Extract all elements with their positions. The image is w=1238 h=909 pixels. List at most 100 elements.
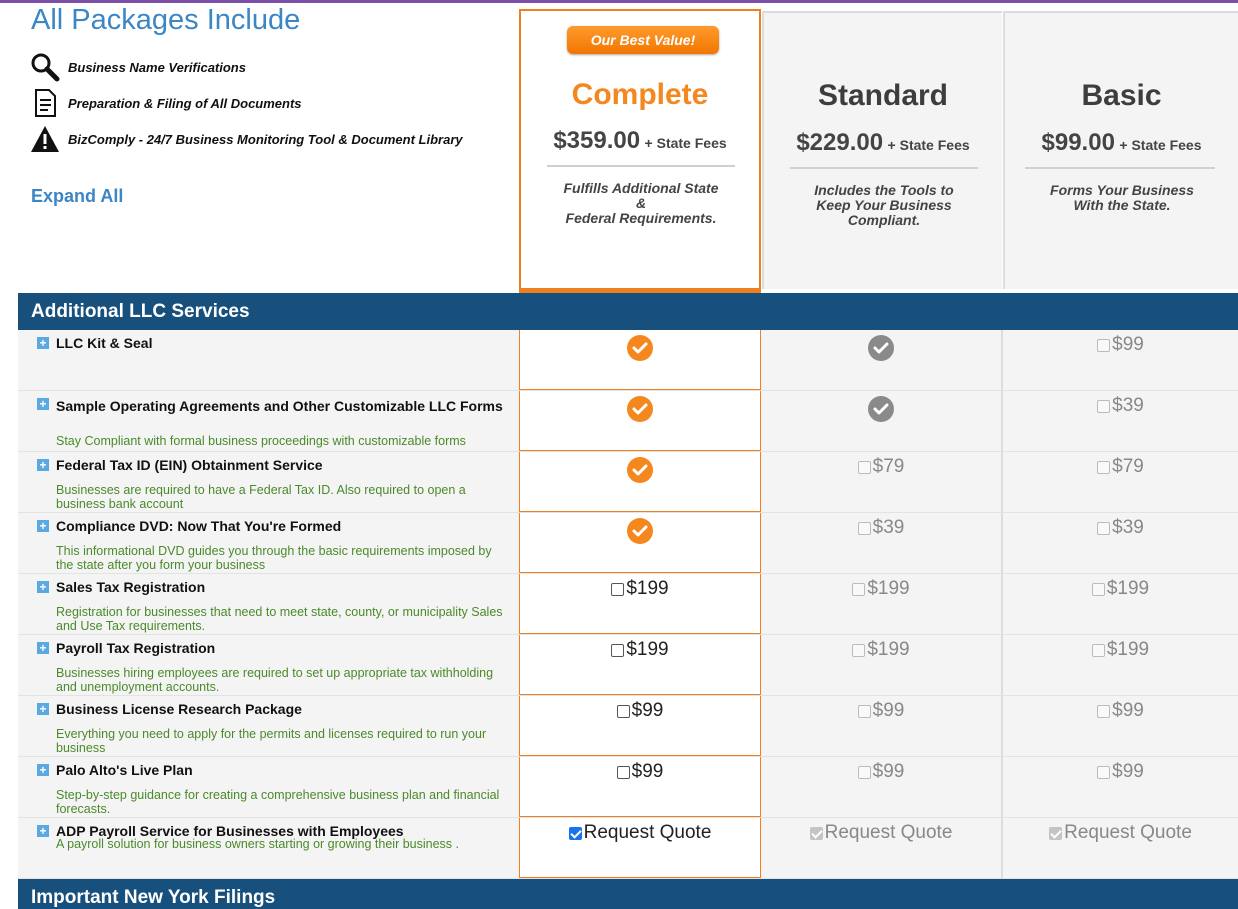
expand-plus-icon[interactable]: + [37, 703, 49, 715]
document-icon [30, 88, 60, 118]
expand-plus-icon[interactable]: + [37, 337, 49, 349]
addon-price: $39 [1112, 395, 1144, 416]
addon-price: $199 [867, 639, 910, 660]
addon-checkbox[interactable] [568, 826, 582, 840]
standard-cell: $39 [761, 513, 1003, 573]
addon-option: $99 [761, 700, 1001, 722]
addon-checkbox [1097, 765, 1111, 779]
divider [1025, 167, 1215, 169]
service-row: + Compliance DVD: Now That You're Formed T… [18, 513, 1238, 574]
addon-price: $199 [626, 639, 669, 660]
addon-checkbox[interactable] [611, 582, 625, 596]
package-standard-header[interactable]: Standard $229.00 + State Fees Includes t… [762, 11, 1002, 289]
package-complete-header[interactable]: Our Best Value! Complete $359.00 + State… [519, 9, 761, 293]
addon-option: $79 [761, 456, 1001, 478]
package-name: Standard [817, 79, 949, 112]
addon-option[interactable]: $99 [520, 700, 760, 722]
addon-option: $199 [761, 578, 1001, 600]
divider [790, 167, 978, 169]
service-cell: + Payroll Tax Registration Businesses hiri… [18, 635, 519, 695]
complete-cell [519, 391, 761, 451]
expand-plus-icon[interactable]: + [37, 764, 49, 776]
addon-option: $39 [1003, 517, 1238, 539]
expand-plus-icon[interactable]: + [37, 642, 49, 654]
basic-cell: Request Quote [1003, 818, 1238, 878]
complete-cell: $99 [519, 696, 761, 756]
standard-cell: $99 [761, 757, 1003, 817]
standard-cell: $79 [761, 452, 1003, 512]
service-description: Everything you need to apply for the per… [56, 727, 487, 755]
expand-plus-icon[interactable]: + [37, 581, 49, 593]
service-cell: + Federal Tax ID (EIN) Obtainment Service… [18, 452, 519, 512]
addon-price: $199 [1106, 639, 1150, 660]
included-check-icon [627, 518, 653, 544]
expand-plus-icon[interactable]: + [37, 520, 49, 532]
expand-plus-icon[interactable]: + [37, 825, 49, 837]
addon-price: $39 [1112, 517, 1144, 538]
service-description: Businesses hiring employees are required… [56, 666, 494, 694]
package-basic-header[interactable]: Basic $99.00 + State Fees Forms Your Bus… [1003, 11, 1238, 289]
price-amount: $359.00 [553, 127, 641, 154]
addon-price: Request Quote [1064, 822, 1192, 843]
addon-checkbox[interactable] [616, 765, 630, 779]
service-cell: + LLC Kit & Seal [18, 330, 519, 390]
addon-checkbox[interactable] [616, 704, 630, 718]
service-description: Stay Compliant with formal business proc… [56, 434, 466, 448]
feature-name-verification: Business Name Verifications [30, 52, 246, 82]
addon-option: Request Quote [761, 822, 1001, 844]
standard-cell: $199 [761, 574, 1003, 634]
addon-price: $99 [1112, 700, 1144, 721]
feature-label: Business Name Verifications [68, 59, 246, 75]
addon-option: $199 [1003, 578, 1238, 600]
service-cell: + Sales Tax Registration Registration for … [18, 574, 519, 634]
addon-option[interactable]: Request Quote [520, 822, 760, 844]
expand-plus-icon[interactable]: + [37, 459, 49, 471]
service-cell: + Business License Research Package Everyt… [18, 696, 519, 756]
addon-option[interactable]: $199 [520, 639, 760, 661]
basic-cell: $199 [1003, 635, 1238, 695]
magnifier-icon [30, 52, 60, 82]
complete-cell: $99 [519, 757, 761, 817]
package-name: Basic [1081, 79, 1162, 112]
addon-option: $199 [761, 639, 1001, 661]
top-accent-bar [0, 0, 1238, 3]
package-name: Complete [571, 78, 709, 111]
divider [547, 165, 735, 167]
basic-cell: $199 [1003, 574, 1238, 634]
service-row: + LLC Kit & Seal $99 [18, 330, 1238, 391]
service-name: Sample Operating Agreements and Other Cu… [56, 398, 503, 414]
addon-checkbox [1091, 582, 1105, 596]
addon-checkbox [857, 460, 871, 474]
included-check-icon [627, 396, 653, 422]
addon-option: $79 [1003, 456, 1238, 478]
addon-checkbox[interactable] [611, 643, 625, 657]
expand-plus-icon[interactable]: + [37, 398, 49, 410]
addon-price: $199 [1106, 578, 1150, 599]
service-cell: + Compliance DVD: Now That You're Formed T… [18, 513, 519, 573]
standard-cell [761, 330, 1003, 390]
expand-all-link[interactable]: Expand All [31, 186, 124, 206]
addon-option: $39 [1003, 395, 1238, 417]
basic-cell: $99 [1003, 696, 1238, 756]
addon-checkbox [1097, 704, 1111, 718]
addon-checkbox [852, 582, 866, 596]
standard-cell: Request Quote [761, 818, 1003, 878]
addon-option[interactable]: $99 [520, 761, 760, 783]
addon-option: Request Quote [1003, 822, 1238, 844]
addon-checkbox [857, 704, 871, 718]
complete-cell [519, 513, 761, 573]
addon-option: $99 [1003, 334, 1238, 356]
addon-option: $99 [761, 761, 1001, 783]
service-row: + ADP Payroll Service for Businesses with… [18, 818, 1238, 879]
addon-price: $39 [872, 517, 905, 538]
service-name: Business License Research Package [56, 701, 302, 717]
included-check-icon [868, 396, 894, 422]
addon-price: Request Quote [583, 822, 712, 843]
service-description: A payroll solution for business owners s… [56, 837, 459, 851]
addon-option: $199 [1003, 639, 1238, 661]
section-header-additional-llc: Additional LLC Services [18, 293, 1238, 330]
package-description: Forms Your Business With the State. [1050, 182, 1194, 213]
package-price: $359.00 + State Fees [521, 127, 759, 155]
addon-option[interactable]: $199 [520, 578, 760, 600]
complete-cell: $199 [519, 574, 761, 634]
